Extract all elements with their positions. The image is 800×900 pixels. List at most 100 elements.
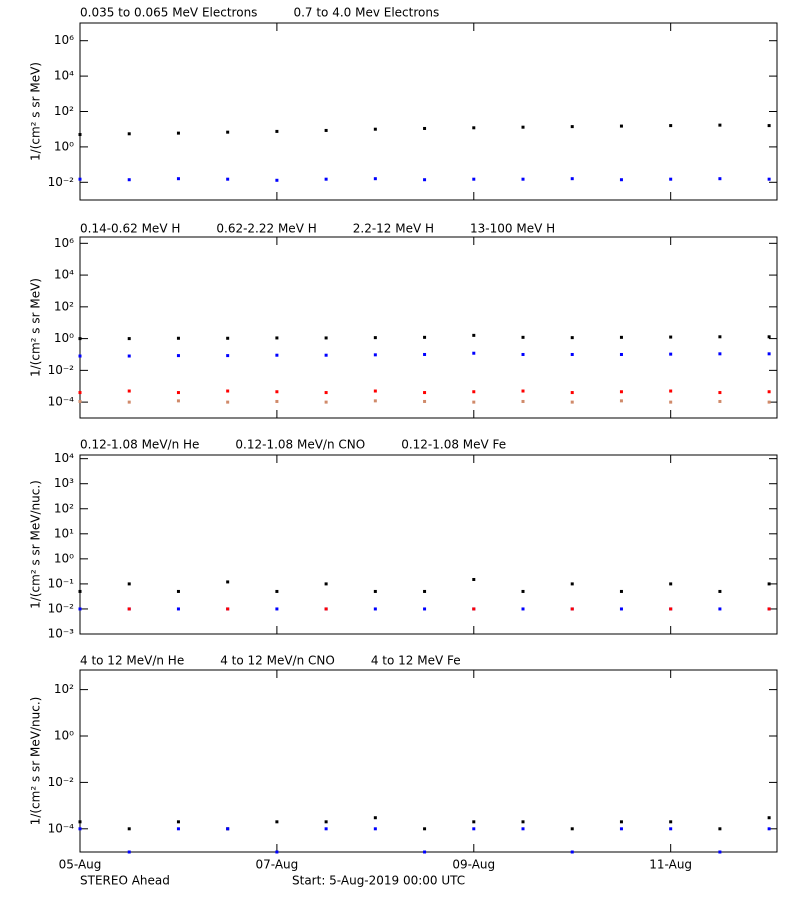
data-point bbox=[521, 607, 525, 611]
data-point bbox=[275, 850, 279, 854]
data-point bbox=[718, 589, 722, 593]
data-point bbox=[127, 389, 131, 393]
y-tick-label: 10⁶ bbox=[54, 236, 74, 250]
data-point bbox=[127, 178, 131, 182]
data-point bbox=[373, 336, 377, 340]
data-point bbox=[373, 589, 377, 593]
y-tick-label: 10⁻¹ bbox=[48, 576, 75, 590]
data-point bbox=[423, 335, 427, 339]
data-point bbox=[275, 820, 279, 824]
data-point bbox=[226, 177, 230, 181]
x-tick-label: 11-Aug bbox=[649, 858, 692, 872]
data-point bbox=[324, 353, 328, 357]
data-point bbox=[373, 827, 377, 831]
data-point bbox=[521, 335, 525, 339]
y-tick-label: 10⁰ bbox=[54, 729, 74, 743]
data-point bbox=[324, 827, 328, 831]
data-point bbox=[275, 390, 279, 394]
data-point bbox=[78, 589, 82, 593]
data-point bbox=[472, 577, 476, 581]
data-point bbox=[619, 607, 623, 611]
data-point bbox=[718, 399, 722, 403]
data-point bbox=[669, 124, 673, 128]
data-point bbox=[472, 333, 476, 337]
data-point bbox=[718, 850, 722, 854]
data-point bbox=[176, 399, 180, 403]
data-point bbox=[324, 820, 328, 824]
data-point bbox=[127, 337, 131, 341]
y-axis-label: 1/(cm² s sr MeV/nuc.) bbox=[29, 480, 43, 609]
data-point bbox=[619, 124, 623, 128]
legend-entry: 2.2-12 MeV H bbox=[353, 222, 434, 236]
data-point bbox=[472, 177, 476, 181]
data-point bbox=[521, 399, 525, 403]
data-point bbox=[619, 335, 623, 339]
data-point bbox=[521, 125, 525, 129]
data-point bbox=[619, 390, 623, 394]
data-point bbox=[176, 820, 180, 824]
legend-entry: 0.14-0.62 MeV H bbox=[80, 222, 180, 236]
data-point bbox=[176, 336, 180, 340]
data-point bbox=[472, 390, 476, 394]
data-point bbox=[570, 125, 574, 129]
data-point bbox=[176, 589, 180, 593]
data-point bbox=[619, 352, 623, 356]
data-point bbox=[226, 389, 230, 393]
footer-right: Start: 5-Aug-2019 00:00 UTC bbox=[292, 874, 465, 888]
data-point bbox=[718, 177, 722, 181]
data-point bbox=[718, 352, 722, 356]
data-point bbox=[718, 607, 722, 611]
data-point bbox=[78, 391, 82, 395]
y-tick-label: 10⁻⁴ bbox=[48, 395, 75, 409]
x-tick-label: 09-Aug bbox=[452, 858, 495, 872]
data-point bbox=[78, 133, 82, 137]
data-point bbox=[669, 582, 673, 586]
data-point bbox=[226, 130, 230, 134]
data-point bbox=[373, 399, 377, 403]
legend-entry: 0.12-1.08 MeV/n CNO bbox=[235, 438, 365, 452]
data-point bbox=[373, 353, 377, 357]
data-point bbox=[767, 352, 771, 356]
data-point bbox=[570, 391, 574, 395]
y-tick-label: 10¹ bbox=[54, 526, 74, 540]
data-point bbox=[570, 582, 574, 586]
data-point bbox=[324, 391, 328, 395]
data-point bbox=[324, 177, 328, 181]
data-point bbox=[226, 580, 230, 584]
data-point bbox=[767, 816, 771, 820]
data-point bbox=[521, 352, 525, 356]
data-point bbox=[619, 820, 623, 824]
data-point bbox=[472, 820, 476, 824]
y-tick-label: 10⁶ bbox=[54, 33, 74, 47]
y-tick-label: 10⁻⁴ bbox=[48, 821, 75, 835]
data-point bbox=[718, 123, 722, 127]
data-point bbox=[127, 582, 131, 586]
data-point bbox=[373, 127, 377, 131]
y-tick-label: 10² bbox=[54, 682, 74, 696]
data-point bbox=[521, 820, 525, 824]
y-tick-label: 10⁻³ bbox=[48, 627, 75, 641]
y-tick-label: 10⁰ bbox=[54, 551, 74, 565]
data-point bbox=[324, 128, 328, 132]
data-point bbox=[472, 607, 476, 611]
y-tick-label: 10⁴ bbox=[54, 268, 74, 282]
legend-entry: 0.12-1.08 MeV Fe bbox=[401, 438, 506, 452]
data-point bbox=[619, 827, 623, 831]
data-point bbox=[78, 337, 82, 341]
data-point bbox=[619, 178, 623, 182]
data-point bbox=[226, 827, 230, 831]
data-point bbox=[521, 589, 525, 593]
y-tick-label: 10⁰ bbox=[54, 139, 74, 153]
data-point bbox=[669, 607, 673, 611]
y-axis-label: 1/(cm² s sr MeV) bbox=[29, 278, 43, 377]
data-point bbox=[275, 353, 279, 357]
data-point bbox=[423, 352, 427, 356]
data-point bbox=[423, 391, 427, 395]
y-tick-label: 10⁻² bbox=[48, 601, 75, 615]
data-point bbox=[423, 827, 427, 831]
data-point bbox=[570, 827, 574, 831]
data-point bbox=[669, 400, 673, 404]
data-point bbox=[669, 335, 673, 339]
data-point bbox=[176, 354, 180, 358]
